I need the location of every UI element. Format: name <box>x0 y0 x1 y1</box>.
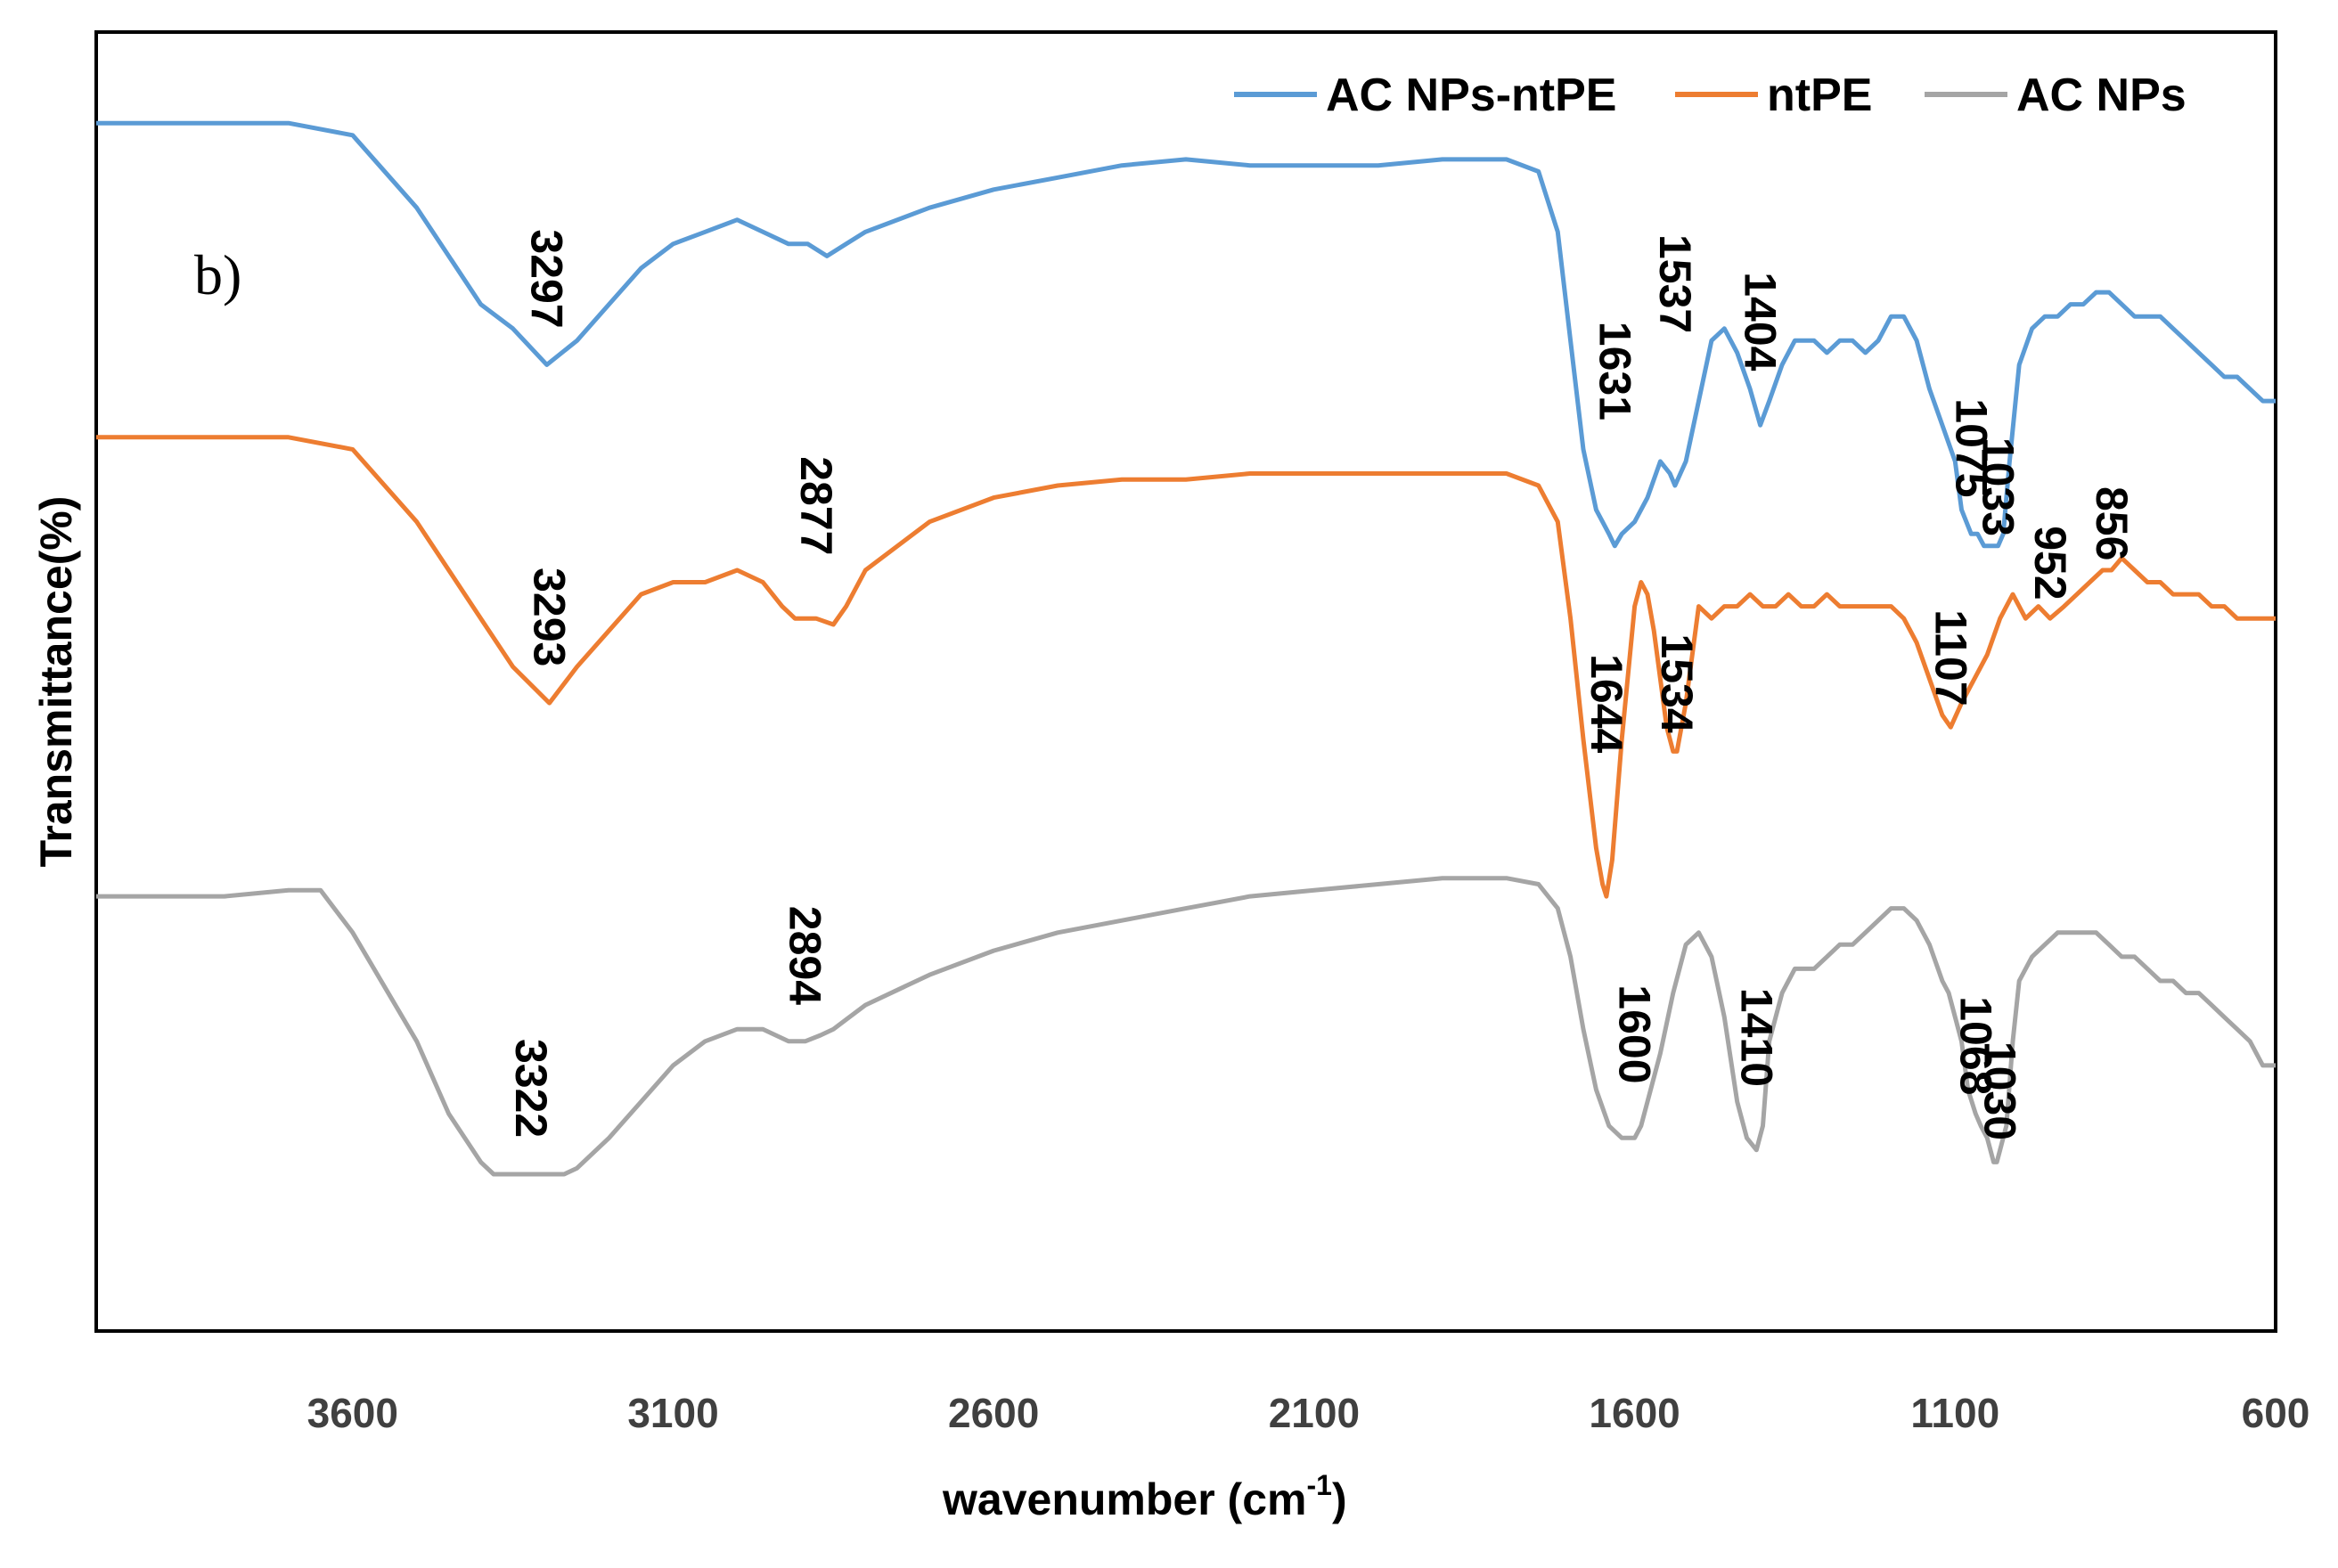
peak-label: 2877 <box>791 456 841 555</box>
peak-label: 3297 <box>522 229 572 328</box>
x-tick-label: 1600 <box>1589 1390 1680 1436</box>
panel-label: b) <box>194 243 241 306</box>
peak-label: 3293 <box>525 568 575 666</box>
peak-label: 856 <box>2087 486 2137 560</box>
series-line-ac-nps-ntpe <box>96 120 2276 549</box>
peak-label: 1600 <box>1610 984 1660 1083</box>
peak-label: 2894 <box>781 906 830 1005</box>
x-axis-title: wavenumber (cm-1) <box>942 1469 1347 1524</box>
peak-label: 1107 <box>1925 609 1975 706</box>
series-line-ac-nps <box>96 876 2276 1177</box>
peak-label: 1631 <box>1590 322 1639 421</box>
peak-label: 1068 <box>1950 996 2000 1095</box>
peak-label: 1534 <box>1652 633 1702 732</box>
y-axis-title: Transmittance(%) <box>31 496 81 868</box>
peak-label: 1644 <box>1582 654 1631 753</box>
peak-label: 1537 <box>1650 234 1700 333</box>
peak-label: 1404 <box>1736 272 1786 371</box>
peak-label: 1075 <box>1946 398 1996 497</box>
peak-label: 3322 <box>506 1039 556 1138</box>
legend-label-ac-nps: AC NPs <box>2016 69 2187 121</box>
x-tick-label: 2600 <box>948 1390 1039 1436</box>
x-axis-title-sup: -1 <box>1306 1469 1331 1501</box>
x-axis-title-main: wavenumber (cm <box>942 1474 1306 1524</box>
peak-label: 1410 <box>1731 988 1781 1087</box>
peak-label: 1030 <box>1975 1041 2025 1140</box>
peak-label: 952 <box>2025 526 2075 600</box>
x-axis-title-close: ) <box>1332 1474 1347 1524</box>
x-tick-label: 2100 <box>1269 1390 1360 1436</box>
series-layer <box>96 120 2276 1177</box>
x-tick-labels: 3600 3100 2600 2100 1600 1100 600 <box>307 1390 2310 1436</box>
x-tick-label: 600 <box>2242 1390 2310 1436</box>
x-tick-label: 3600 <box>307 1390 398 1436</box>
legend-label-ac-nps-ntpe: AC NPs-ntPE <box>1326 69 1616 121</box>
plot-frame <box>94 30 2277 1333</box>
peak-label: 1033 <box>1974 437 2023 536</box>
series-line-ntpe <box>96 435 2276 899</box>
x-tick-label: 3100 <box>627 1390 718 1436</box>
legend-label-ntpe: ntPE <box>1767 69 1872 121</box>
legend: AC NPs-ntPE ntPE AC NPs <box>1234 69 2187 121</box>
x-tick-label: 1100 <box>1910 1390 1999 1436</box>
